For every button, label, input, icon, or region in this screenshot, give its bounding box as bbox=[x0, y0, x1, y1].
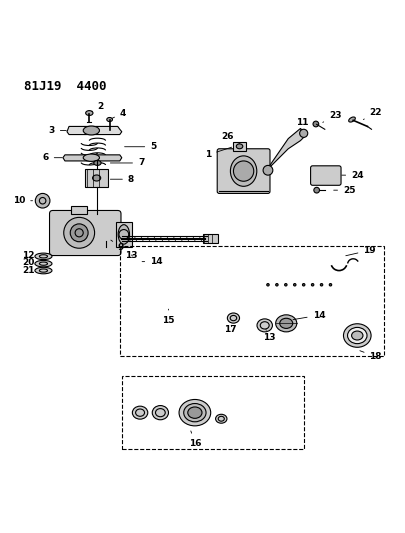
Circle shape bbox=[266, 284, 269, 286]
Circle shape bbox=[293, 284, 295, 286]
Ellipse shape bbox=[92, 175, 100, 181]
Text: 15: 15 bbox=[162, 309, 175, 325]
Bar bbox=[233, 142, 245, 151]
Circle shape bbox=[35, 193, 50, 208]
Ellipse shape bbox=[35, 253, 52, 260]
Ellipse shape bbox=[215, 414, 226, 423]
Ellipse shape bbox=[132, 406, 147, 419]
Ellipse shape bbox=[152, 406, 168, 420]
Text: 14: 14 bbox=[142, 257, 162, 266]
Text: 6: 6 bbox=[43, 153, 62, 162]
Circle shape bbox=[64, 217, 94, 248]
Polygon shape bbox=[265, 128, 306, 171]
Circle shape bbox=[320, 284, 322, 286]
Text: 4: 4 bbox=[112, 109, 126, 118]
Bar bbox=[71, 206, 87, 214]
Bar bbox=[115, 222, 132, 247]
Ellipse shape bbox=[343, 324, 370, 348]
Polygon shape bbox=[67, 126, 122, 134]
Bar bbox=[202, 235, 218, 244]
Ellipse shape bbox=[183, 403, 205, 422]
Circle shape bbox=[328, 284, 331, 286]
Ellipse shape bbox=[279, 318, 292, 328]
Text: 17: 17 bbox=[224, 325, 237, 334]
Ellipse shape bbox=[187, 407, 201, 418]
Circle shape bbox=[302, 284, 304, 286]
FancyBboxPatch shape bbox=[310, 166, 340, 185]
Ellipse shape bbox=[236, 144, 242, 149]
Ellipse shape bbox=[118, 225, 129, 244]
Text: 20: 20 bbox=[22, 259, 34, 268]
Text: 10: 10 bbox=[13, 196, 32, 205]
Text: 24: 24 bbox=[341, 171, 363, 180]
Circle shape bbox=[284, 284, 286, 286]
Ellipse shape bbox=[83, 126, 99, 135]
Text: 25: 25 bbox=[333, 185, 355, 195]
Polygon shape bbox=[63, 155, 122, 161]
Bar bbox=[119, 246, 383, 356]
Ellipse shape bbox=[227, 313, 239, 323]
FancyBboxPatch shape bbox=[49, 211, 121, 255]
Circle shape bbox=[313, 187, 319, 193]
Bar bbox=[122, 376, 304, 449]
FancyBboxPatch shape bbox=[217, 149, 269, 193]
Text: 12: 12 bbox=[22, 251, 34, 260]
Text: 9: 9 bbox=[111, 240, 124, 252]
Text: 26: 26 bbox=[221, 132, 239, 143]
Bar bbox=[85, 169, 107, 187]
Ellipse shape bbox=[35, 261, 52, 267]
Ellipse shape bbox=[351, 331, 362, 340]
Text: 22: 22 bbox=[362, 108, 381, 119]
Text: 16: 16 bbox=[188, 431, 201, 448]
Ellipse shape bbox=[348, 117, 354, 122]
Ellipse shape bbox=[179, 399, 210, 426]
Text: 23: 23 bbox=[322, 111, 341, 123]
Text: 5: 5 bbox=[124, 142, 156, 151]
Ellipse shape bbox=[230, 156, 256, 187]
Text: 13: 13 bbox=[125, 251, 137, 260]
Text: 13: 13 bbox=[262, 329, 275, 342]
Ellipse shape bbox=[83, 154, 99, 161]
Circle shape bbox=[275, 284, 277, 286]
Ellipse shape bbox=[347, 327, 366, 344]
Ellipse shape bbox=[100, 231, 111, 240]
Ellipse shape bbox=[35, 268, 52, 274]
Text: 7: 7 bbox=[110, 158, 144, 167]
Text: 1: 1 bbox=[205, 147, 231, 159]
Text: 18: 18 bbox=[359, 351, 381, 361]
Text: 11: 11 bbox=[295, 118, 307, 131]
Ellipse shape bbox=[107, 117, 112, 122]
Circle shape bbox=[311, 284, 313, 286]
Ellipse shape bbox=[275, 315, 296, 332]
Circle shape bbox=[299, 130, 307, 138]
Ellipse shape bbox=[256, 319, 272, 332]
Circle shape bbox=[233, 161, 253, 181]
Circle shape bbox=[312, 121, 318, 127]
Text: 14: 14 bbox=[292, 311, 324, 320]
Text: 3: 3 bbox=[49, 126, 66, 135]
Ellipse shape bbox=[94, 160, 101, 165]
Text: 21: 21 bbox=[22, 265, 34, 274]
Text: 81J19  4400: 81J19 4400 bbox=[24, 80, 107, 93]
Text: 19: 19 bbox=[345, 246, 375, 256]
Ellipse shape bbox=[85, 110, 93, 116]
Text: 2: 2 bbox=[92, 102, 103, 111]
Circle shape bbox=[262, 165, 272, 175]
Text: 8: 8 bbox=[110, 175, 134, 184]
Circle shape bbox=[70, 224, 88, 242]
